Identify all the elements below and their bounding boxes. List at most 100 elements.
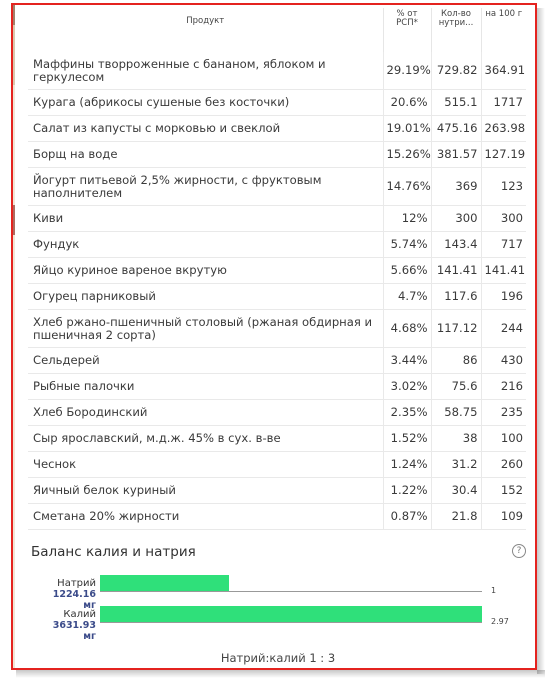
table-row[interactable]: Чеснок 1.24% 31.2 260 bbox=[28, 451, 526, 478]
help-icon[interactable]: ? bbox=[512, 544, 526, 558]
percent-cell: 14.76% bbox=[383, 167, 432, 206]
potassium-value: 3631.93 мг bbox=[52, 620, 96, 642]
table-row[interactable]: Рыбные палочки 3.02% 75.6 216 bbox=[28, 373, 526, 400]
table-row[interactable]: Сыр ярославский, м.д.ж. 45% в сух. в-ве 1… bbox=[28, 425, 526, 452]
product-name-cell: Маффины творроженные с бананом, яблоком … bbox=[28, 52, 384, 90]
percent-cell: 5.66% bbox=[383, 257, 432, 284]
table-row[interactable]: Яйцо куриное вареное вкрутую 5.66% 141.41 1… bbox=[28, 257, 526, 284]
table-row[interactable]: Йогурт питьевой 2,5% жирности, с фруктов… bbox=[28, 167, 526, 206]
amount-cell: 369 bbox=[431, 167, 482, 206]
column-header-product[interactable]: Продукт bbox=[28, 8, 384, 52]
ratio-text: Натрий:калий 1 : 3 bbox=[220, 651, 336, 665]
product-name-cell: Хлеб ржано-пшеничный столовый (ржаная об… bbox=[28, 309, 384, 348]
table-row[interactable]: Салат из капусты с морковью и свеклой 19.… bbox=[28, 115, 526, 142]
percent-cell: 15.26% bbox=[383, 141, 432, 168]
per100-cell: 244 bbox=[481, 309, 526, 348]
percent-cell: 3.44% bbox=[383, 347, 432, 374]
amount-cell: 75.6 bbox=[431, 373, 482, 400]
product-name-cell: Хлеб Бородинский bbox=[28, 399, 384, 426]
column-header-per100[interactable]: на 100 г bbox=[485, 9, 523, 19]
background-strip bbox=[13, 5, 15, 668]
per100-cell: 300 bbox=[481, 205, 526, 232]
per100-cell: 235 bbox=[481, 399, 526, 426]
product-name-cell: Яичный белок куриный bbox=[28, 477, 384, 504]
amount-cell: 515.1 bbox=[431, 89, 482, 116]
column-header-amount[interactable]: Кол-во нутри... bbox=[431, 8, 482, 52]
percent-cell: 4.68% bbox=[383, 309, 432, 348]
column-header-percent[interactable]: % от РСП* bbox=[383, 8, 432, 52]
sodium-label: Натрий 1224.16 мг bbox=[38, 578, 96, 611]
potassium-bar[interactable] bbox=[100, 606, 482, 622]
percent-cell: 19.01% bbox=[383, 115, 432, 142]
product-name-cell: Сыр ярославский, м.д.ж. 45% в сух. в-ве bbox=[28, 425, 384, 452]
sodium-value: 1224.16 мг bbox=[52, 589, 96, 611]
product-name-cell: Киви bbox=[28, 205, 384, 232]
product-name-cell: Яйцо куриное вареное вкрутую bbox=[28, 257, 384, 284]
product-name-cell: Йогурт питьевой 2,5% жирности, с фруктов… bbox=[28, 167, 384, 206]
amount-cell: 58.75 bbox=[431, 399, 482, 426]
table-row[interactable]: Хлеб Бородинский 2.35% 58.75 235 bbox=[28, 399, 526, 426]
product-name-cell: Сельдерей bbox=[28, 347, 384, 374]
per100-cell: 100 bbox=[481, 425, 526, 452]
percent-cell: 29.19% bbox=[383, 52, 432, 90]
percent-cell: 1.22% bbox=[383, 477, 432, 504]
product-name-cell: Рыбные палочки bbox=[28, 373, 384, 400]
amount-cell: 300 bbox=[431, 205, 482, 232]
per100-cell: 430 bbox=[481, 347, 526, 374]
balance-title: Баланс калия и натрия bbox=[31, 544, 196, 560]
potassium-sodium-balance: Баланс калия и натрия ? Натрий 1224.16 м… bbox=[28, 536, 528, 666]
per100-cell: 141.41 bbox=[481, 257, 526, 284]
amount-cell: 475.16 bbox=[431, 115, 482, 142]
table-row[interactable]: Огурец парниковый 4.7% 117.6 196 bbox=[28, 283, 526, 310]
amount-cell: 143.4 bbox=[431, 231, 482, 258]
per100-cell: 260 bbox=[481, 451, 526, 478]
amount-cell: 729.82 bbox=[431, 52, 482, 90]
per100-cell: 152 bbox=[481, 477, 526, 504]
table-row[interactable]: Сметана 20% жирности 0.87% 21.8 109 bbox=[28, 503, 526, 530]
percent-cell: 12% bbox=[383, 205, 432, 232]
sodium-name: Натрий bbox=[57, 578, 96, 589]
percent-cell: 4.7% bbox=[383, 283, 432, 310]
amount-cell: 86 bbox=[431, 347, 482, 374]
per100-cell: 196 bbox=[481, 283, 526, 310]
product-name-cell: Фундук bbox=[28, 231, 384, 258]
table-row[interactable]: Борщ на воде 15.26% 381.57 127.19 bbox=[28, 141, 526, 168]
sodium-axis bbox=[100, 591, 482, 592]
sodium-ratio: 1 bbox=[491, 586, 497, 595]
nutrient-table: Продукт % от РСП* Кол-во нутри... на 100… bbox=[28, 8, 526, 530]
amount-cell: 117.6 bbox=[431, 283, 482, 310]
amount-cell: 381.57 bbox=[431, 141, 482, 168]
amount-cell: 117.12 bbox=[431, 309, 482, 348]
table-row[interactable]: Фундук 5.74% 143.4 717 bbox=[28, 231, 526, 258]
table-row[interactable]: Курага (абрикосы сушеные без косточки) 20… bbox=[28, 89, 526, 116]
per100-cell: 717 bbox=[481, 231, 526, 258]
product-name-cell: Чеснок bbox=[28, 451, 384, 478]
percent-cell: 0.87% bbox=[383, 503, 432, 530]
percent-cell: 2.35% bbox=[383, 399, 432, 426]
frame-shadow-bottom bbox=[16, 670, 545, 678]
product-name-cell: Борщ на воде bbox=[28, 141, 384, 168]
percent-cell: 3.02% bbox=[383, 373, 432, 400]
percent-cell: 1.52% bbox=[383, 425, 432, 452]
per100-cell: 364.91 bbox=[481, 52, 526, 90]
per100-cell: 216 bbox=[481, 373, 526, 400]
sodium-bar[interactable] bbox=[100, 575, 229, 591]
table-row[interactable]: Киви 12% 300 300 bbox=[28, 205, 526, 232]
potassium-label: Калий 3631.93 мг bbox=[38, 609, 96, 642]
table-row[interactable]: Сельдерей 3.44% 86 430 bbox=[28, 347, 526, 374]
table-row[interactable]: Маффины творроженные с бананом, яблоком … bbox=[28, 52, 526, 90]
table-header: Продукт % от РСП* Кол-во нутри... на 100… bbox=[28, 8, 526, 52]
product-name-cell: Огурец парниковый bbox=[28, 283, 384, 310]
per100-cell: 1717 bbox=[481, 89, 526, 116]
potassium-axis bbox=[100, 622, 482, 623]
frame-shadow-right bbox=[537, 8, 545, 674]
amount-cell: 38 bbox=[431, 425, 482, 452]
per100-cell: 263.98 bbox=[481, 115, 526, 142]
table-row[interactable]: Хлеб ржано-пшеничный столовый (ржаная об… bbox=[28, 309, 526, 348]
table-row[interactable]: Яичный белок куриный 1.22% 30.4 152 bbox=[28, 477, 526, 504]
product-name-cell: Сметана 20% жирности bbox=[28, 503, 384, 530]
per100-cell: 109 bbox=[481, 503, 526, 530]
percent-cell: 20.6% bbox=[383, 89, 432, 116]
per100-cell: 123 bbox=[481, 167, 526, 206]
percent-cell: 1.24% bbox=[383, 451, 432, 478]
